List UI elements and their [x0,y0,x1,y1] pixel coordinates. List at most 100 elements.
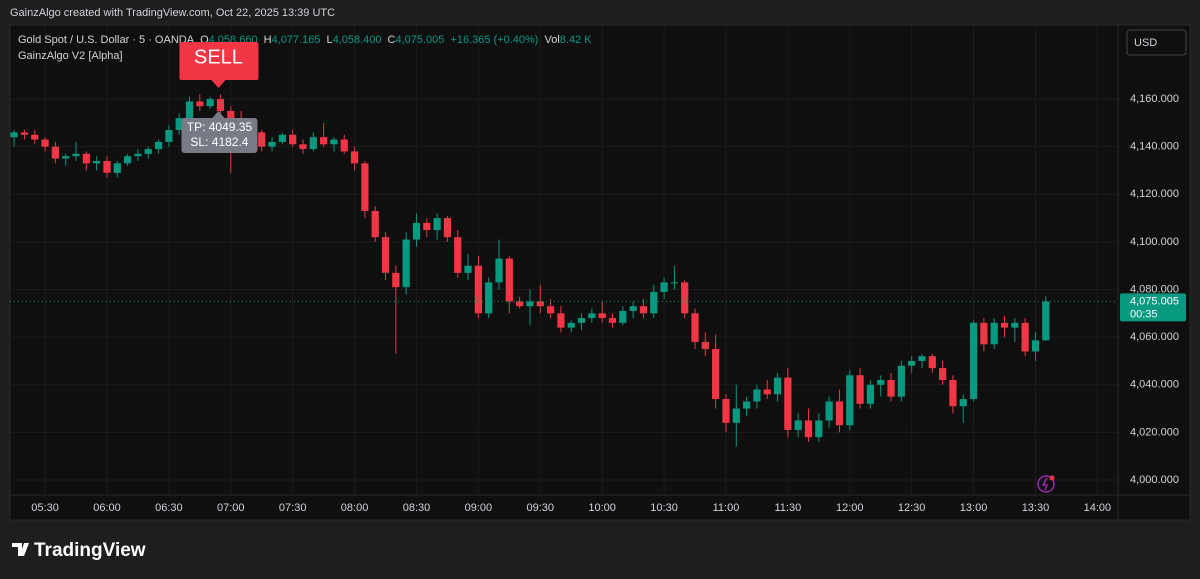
candle-body [113,163,121,173]
candle-body [722,399,730,423]
y-tick-label: 4,140.000 [1130,141,1179,153]
brand: TradingView [34,540,146,561]
symbol: Gold Spot / U.S. Dollar · 5 · OANDA [18,34,195,46]
signal-label: SELL [194,46,243,68]
candle-body [165,130,173,142]
x-tick-label: 08:00 [341,502,369,514]
candle-body [350,151,359,164]
candle-body [516,301,524,307]
candle-body [856,375,864,404]
x-tick-label: 06:00 [93,502,121,514]
candle-body [629,306,637,311]
candle-body [1042,301,1050,341]
candle-body [227,110,235,123]
alert-icon[interactable] [1037,475,1055,493]
candle-body [123,156,132,164]
candle-body [433,218,441,230]
candle-body [763,389,771,395]
candle-body [701,341,709,350]
candle-body [1000,322,1009,328]
y-tick-label: 4,160.000 [1130,93,1179,105]
candle-body [784,377,792,430]
candle-body [340,139,348,152]
candle-body [928,356,936,369]
candle-body [949,380,957,407]
legend-key: Vol [544,34,559,46]
candle-body [825,401,833,421]
x-tick-label: 07:00 [217,502,245,514]
x-tick-label: 12:30 [898,502,926,514]
alert-bolt [1041,477,1049,491]
candle-body [392,272,400,288]
candle-body [72,153,80,157]
legend-key: O [200,34,209,46]
x-tick-label: 09:00 [465,502,493,514]
legend-key: L [326,34,332,46]
candle-body [753,389,761,402]
candle-body [495,258,503,283]
take-profit: TP: 4049.35 [187,120,253,134]
candle-body [196,101,204,107]
candle-body [794,420,802,430]
candle-body [443,218,452,238]
x-tick-label: 12:00 [836,502,864,514]
x-tick-label: 08:30 [403,502,431,514]
countdown: 00:35 [1130,308,1158,320]
candle-body [309,137,317,150]
candle-body [144,149,152,154]
chart-panel [9,24,1191,521]
candle-body [918,356,926,361]
candle-body [887,380,895,397]
candle-body [866,384,875,404]
x-tick-label: 11:30 [775,502,802,514]
x-tick-label: 10:30 [650,502,678,514]
x-tick-label: 11:00 [713,502,740,514]
last-price-label: 4,075.005 [1130,295,1179,307]
signal-box [179,42,259,80]
candle-body [330,139,338,145]
x-tick-label: 13:30 [1022,502,1050,514]
candle-body [361,163,369,211]
candle-body [939,368,947,380]
candle-body [639,306,648,314]
legend-value: 4,075.005 [395,34,444,46]
candle-body [485,282,493,314]
y-tick-label: 4,040.000 [1130,379,1179,391]
candle-body [526,301,534,307]
candle-body [402,239,410,288]
y-tick-label: 4,100.000 [1130,236,1179,248]
candle-body [31,134,39,140]
tp-sl-box [181,118,258,153]
legend-value: 8.42 K [560,34,592,46]
candle-body [712,349,720,400]
candle-body [681,282,689,314]
candle-body [608,318,617,323]
candle-body [93,160,101,164]
y-tick-label: 4,060.000 [1130,331,1179,343]
candle-body [20,132,29,135]
stop-loss: SL: 4182.4 [190,135,248,149]
legend-change: +16.365 (+0.40%) [450,34,538,46]
candle-body [1031,340,1040,352]
y-tick-label: 4,080.000 [1130,283,1179,295]
candle-body [103,160,111,173]
candle-body [454,237,462,273]
brand-logo [12,543,29,556]
currency[interactable]: USD [1134,37,1157,49]
currency-button[interactable] [1126,29,1187,56]
candle-body [670,282,678,284]
legend: Gold Spot / U.S. Dollar · 5 · OANDA O 4,05… [18,34,592,46]
candle-body [742,401,751,409]
candle-body [969,322,978,400]
candle-body [206,99,214,107]
candle-body [546,306,555,314]
candle-body [536,301,544,307]
x-tick-label: 06:30 [155,502,183,514]
candle-body [815,420,823,438]
x-tick-label: 14:00 [1084,502,1112,514]
x-tick-label: 05:30 [31,502,59,514]
candle-body [691,313,699,342]
page-title: GainzAlgo created with TradingView.com, … [10,7,335,19]
legend-key: H [264,34,272,46]
